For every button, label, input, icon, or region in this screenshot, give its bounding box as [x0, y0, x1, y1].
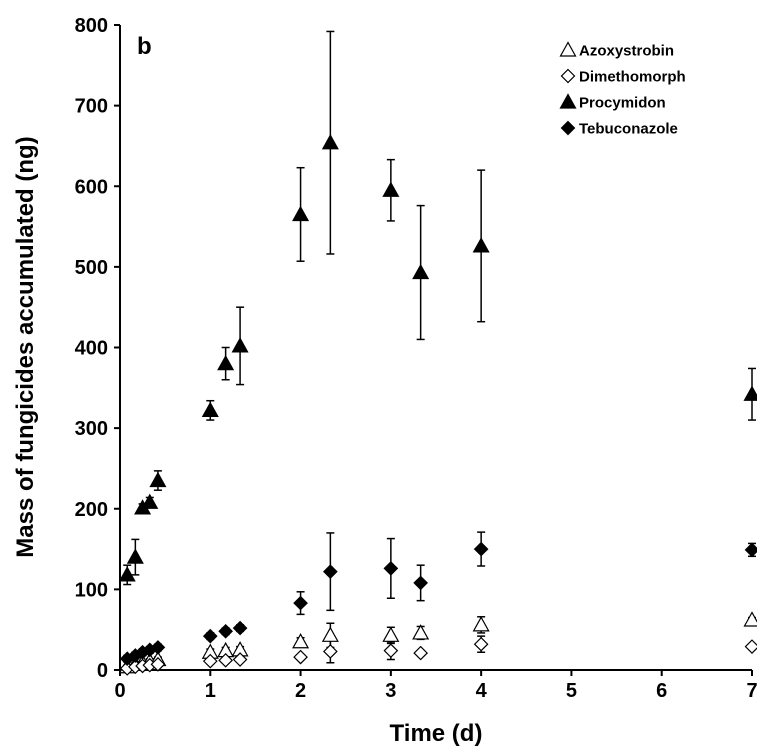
legend-label-azoxystrobin: Azoxystrobin — [579, 43, 674, 60]
x-tick-label: 1 — [205, 680, 216, 702]
x-tick-label: 0 — [114, 680, 125, 702]
data-point-procymidon — [118, 566, 136, 582]
x-tick-label: 2 — [295, 680, 306, 702]
x-tick-label: 7 — [746, 680, 757, 702]
legend: Azoxystrobin Dimethomorph Procymidon Tebuco… — [559, 41, 686, 138]
legend-label-tebuconazole: Tebuconazole — [579, 121, 678, 138]
legend-marker-tebuconazole — [560, 120, 576, 136]
legend-marker-procymidon — [559, 93, 577, 109]
data-point-azoxystrobin — [321, 626, 339, 642]
data-point-tebuconazole — [383, 561, 399, 576]
x-tick-label: 3 — [385, 680, 396, 702]
y-axis-ticks: 0 100 200 300 400 500 600 700 800 — [75, 15, 120, 682]
y-tick-label: 200 — [75, 499, 108, 521]
x-axis-ticks: 0 1 2 3 4 5 6 7 — [114, 670, 757, 702]
data-point-procymidon — [149, 471, 167, 488]
y-tick-label: 700 — [75, 96, 108, 118]
x-axis-title: Time (d) — [390, 720, 483, 747]
y-tick-label: 0 — [97, 660, 108, 682]
data-point-tebuconazole — [293, 595, 308, 611]
data-point-procymidon — [321, 133, 339, 150]
data-point-procymidon — [231, 337, 249, 353]
y-tick-label: 500 — [75, 257, 108, 279]
data-point-azoxystrobin — [412, 624, 430, 640]
data-point-procymidon — [412, 263, 430, 280]
data-point-tebuconazole — [413, 575, 428, 591]
y-axis-title: Mass of fungicides accumulated (ng) — [12, 136, 39, 557]
data-point-procymidon — [472, 237, 490, 253]
x-tick-label: 6 — [656, 680, 667, 702]
data-point-dimethomorph — [293, 649, 308, 665]
data-point-procymidon — [201, 401, 219, 417]
data-point-dimethomorph — [232, 652, 248, 667]
data-point-azoxystrobin — [382, 626, 400, 642]
data-point-dimethomorph — [383, 643, 399, 658]
legend-marker-azoxystrobin — [559, 41, 577, 57]
y-tick-label: 100 — [75, 579, 108, 601]
x-tick-label: 4 — [476, 680, 488, 702]
data-point-tebuconazole — [473, 541, 489, 557]
data-point-azoxystrobin — [472, 616, 490, 632]
data-point-tebuconazole — [323, 564, 338, 579]
data-point-azoxystrobin — [292, 633, 310, 649]
data-point-procymidon — [382, 181, 400, 197]
data-point-dimethomorph — [150, 657, 166, 672]
x-tick-label: 5 — [566, 680, 577, 702]
data-point-procymidon — [743, 385, 757, 401]
data-point-dimethomorph — [473, 636, 489, 652]
data-point-tebuconazole — [744, 542, 757, 558]
data-point-tebuconazole — [202, 628, 218, 644]
data-point-dimethomorph — [218, 652, 233, 668]
y-tick-label: 800 — [75, 15, 108, 37]
y-tick-label: 600 — [75, 176, 108, 198]
y-tick-label: 400 — [75, 338, 108, 360]
legend-marker-dimethomorph — [560, 68, 576, 84]
data-point-dimethomorph — [202, 653, 218, 669]
data-point-dimethomorph — [323, 644, 338, 659]
data-point-dimethomorph — [744, 639, 757, 654]
legend-label-procymidon: Procymidon — [579, 95, 666, 112]
data-point-tebuconazole — [218, 623, 233, 639]
data-point-procymidon — [217, 354, 235, 371]
panel-label: b — [137, 33, 152, 60]
data-markers — [118, 133, 757, 676]
data-point-procymidon — [126, 548, 144, 564]
data-point-azoxystrobin — [743, 611, 757, 627]
data-point-tebuconazole — [150, 640, 166, 655]
data-point-procymidon — [141, 493, 159, 509]
legend-label-dimethomorph: Dimethomorph — [579, 69, 686, 86]
data-point-procymidon — [292, 205, 310, 222]
y-tick-label: 300 — [75, 418, 108, 440]
data-point-tebuconazole — [232, 620, 248, 636]
data-point-dimethomorph — [413, 645, 428, 661]
